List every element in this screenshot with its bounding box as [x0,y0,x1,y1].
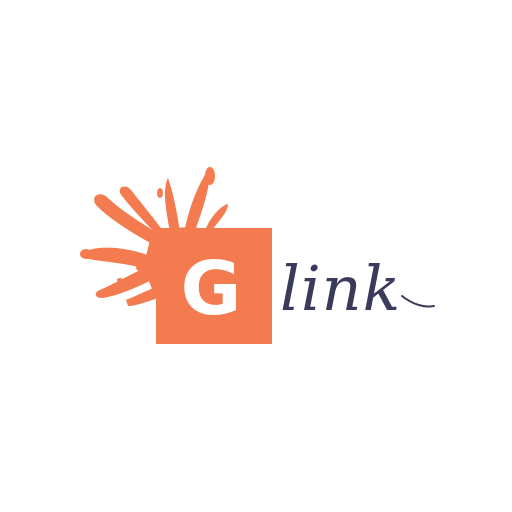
logo-square [156,228,272,344]
brand-word: link [280,252,401,325]
brand-letter: G [181,246,242,332]
script-flourish [401,295,435,308]
